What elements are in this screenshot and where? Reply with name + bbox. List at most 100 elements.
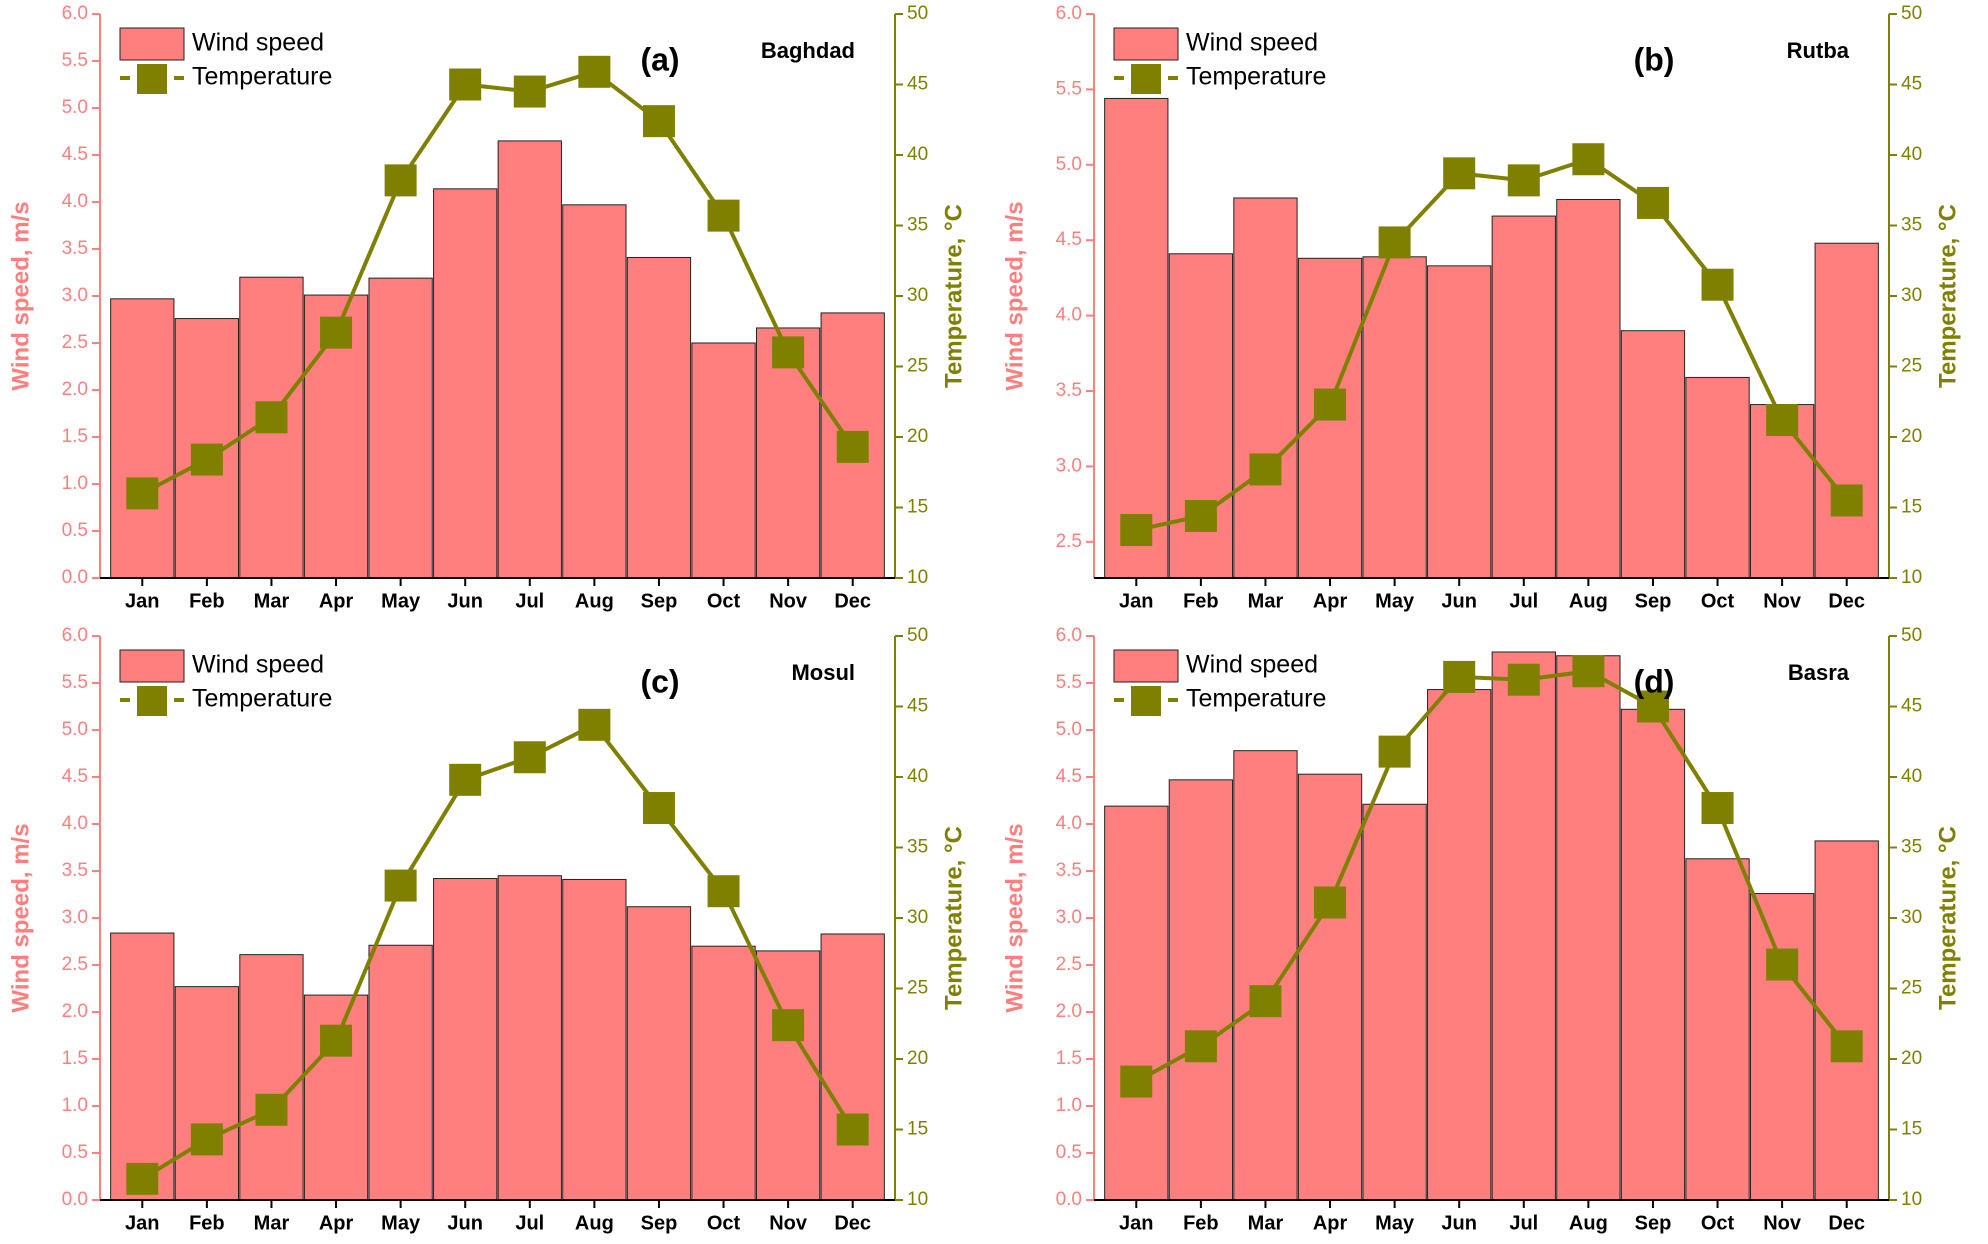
y2-tick-label: 35 (907, 215, 928, 236)
bar (1233, 750, 1298, 1201)
y-tick-label: 0.0 (62, 1189, 88, 1210)
y2-tick-label: 15 (1901, 1119, 1922, 1140)
x-tick-label: Dec (1828, 1212, 1865, 1234)
x-tick-label: Aug (1569, 1212, 1608, 1234)
bar (1104, 805, 1169, 1201)
bar (433, 188, 498, 579)
legend-label: Wind speed (1186, 29, 1318, 57)
y2-tick-label: 35 (1901, 215, 1922, 236)
y2-tick-label: 40 (907, 144, 928, 165)
y2-tick-label: 20 (907, 426, 928, 447)
x-tick-label: Nov (1763, 590, 1802, 612)
y-axis-label: Wind speed, m/s (1001, 201, 1028, 390)
temperature-marker (642, 105, 675, 138)
temperature-marker (1249, 985, 1282, 1018)
temperature-marker (1701, 268, 1734, 301)
y-tick-label: 1.5 (62, 426, 88, 447)
x-tick-label: Dec (834, 590, 871, 612)
y2-tick-label: 50 (1901, 625, 1922, 646)
temperature-marker (1766, 948, 1799, 981)
bar (110, 298, 175, 579)
x-tick-label: Jan (125, 590, 159, 612)
y-tick-label: 3.5 (1056, 860, 1082, 881)
legend-swatch (1113, 27, 1179, 61)
y-axis-label: Wind speed, m/s (7, 201, 34, 390)
x-tick-label: Jun (447, 590, 483, 612)
temperature-marker (1830, 1030, 1863, 1063)
legend-marker (137, 64, 167, 94)
legend-label: Temperature (1186, 685, 1326, 713)
temperature-marker (1572, 655, 1605, 688)
temperature-marker (449, 68, 482, 101)
temperature-marker (1314, 886, 1347, 919)
x-tick-label: Aug (1569, 590, 1608, 612)
y-tick-label: 2.5 (1056, 954, 1082, 975)
temperature-marker (1766, 404, 1799, 437)
bar (755, 327, 821, 579)
panel-label: (c) (640, 663, 679, 699)
temperature-marker (384, 869, 417, 902)
x-tick-label: Oct (1701, 1212, 1735, 1234)
y2-tick-label: 20 (1901, 1048, 1922, 1069)
bar (1427, 265, 1492, 579)
y-tick-label: 1.0 (1056, 1095, 1082, 1116)
y-tick-label: 6.0 (1056, 3, 1082, 24)
x-tick-label: Jun (1441, 1212, 1477, 1234)
x-tick-label: May (381, 1212, 421, 1234)
temperature-marker (1443, 157, 1476, 190)
x-tick-label: Jul (1509, 590, 1538, 612)
bar (433, 878, 498, 1201)
x-tick-label: Feb (189, 1212, 225, 1234)
y2-tick-label: 35 (1901, 837, 1922, 858)
x-tick-label: Sep (641, 590, 678, 612)
panel-label: (d) (1634, 663, 1675, 699)
temperature-marker (126, 477, 159, 510)
y-tick-label: 5.5 (62, 672, 88, 693)
temperature-marker (320, 1024, 353, 1057)
temperature-marker (1830, 484, 1863, 517)
y-tick-label: 4.5 (1056, 766, 1082, 787)
y2-tick-label: 10 (907, 567, 928, 588)
bar (174, 986, 240, 1201)
x-tick-label: May (381, 590, 421, 612)
y2-tick-label: 45 (1901, 74, 1922, 95)
x-tick-label: Nov (769, 1212, 808, 1234)
y-tick-label: 5.5 (1056, 78, 1082, 99)
x-tick-label: Jun (447, 1212, 483, 1234)
temperature-marker (255, 401, 288, 434)
panel-title: Rutba (1787, 38, 1850, 63)
x-tick-label: Jan (1119, 1212, 1153, 1234)
y2-tick-label: 25 (907, 356, 928, 377)
x-tick-label: Apr (1313, 590, 1348, 612)
y-axis-label: Wind speed, m/s (1001, 823, 1028, 1012)
y-tick-label: 3.0 (62, 285, 88, 306)
x-tick-label: Nov (1763, 1212, 1802, 1234)
legend-swatch (119, 27, 185, 61)
y-tick-label: 3.5 (62, 238, 88, 259)
panel-title: Baghdad (761, 38, 855, 63)
bar (1620, 708, 1686, 1201)
bar (626, 256, 692, 579)
y-tick-label: 0.5 (62, 520, 88, 541)
x-tick-label: Mar (1248, 590, 1284, 612)
y2-tick-label: 30 (1901, 907, 1922, 928)
y-tick-label: 0.0 (1056, 1189, 1082, 1210)
temperature-marker (1120, 514, 1153, 547)
x-tick-label: Jan (125, 1212, 159, 1234)
y-tick-label: 4.5 (62, 766, 88, 787)
legend-marker (1131, 686, 1161, 716)
temperature-marker (772, 336, 805, 369)
y2-axis-label: Temperature, °C (940, 826, 967, 1010)
temperature-marker (578, 708, 611, 741)
x-tick-label: Nov (769, 590, 808, 612)
y-tick-label: 6.0 (62, 3, 88, 24)
y-tick-label: 1.0 (62, 1095, 88, 1116)
x-tick-label: May (1375, 590, 1415, 612)
y-tick-label: 3.5 (62, 860, 88, 881)
bar (1814, 242, 1879, 579)
temperature-marker (772, 1009, 805, 1042)
panel-title: Mosul (791, 660, 855, 685)
y2-tick-label: 30 (907, 285, 928, 306)
x-tick-label: Mar (254, 1212, 290, 1234)
